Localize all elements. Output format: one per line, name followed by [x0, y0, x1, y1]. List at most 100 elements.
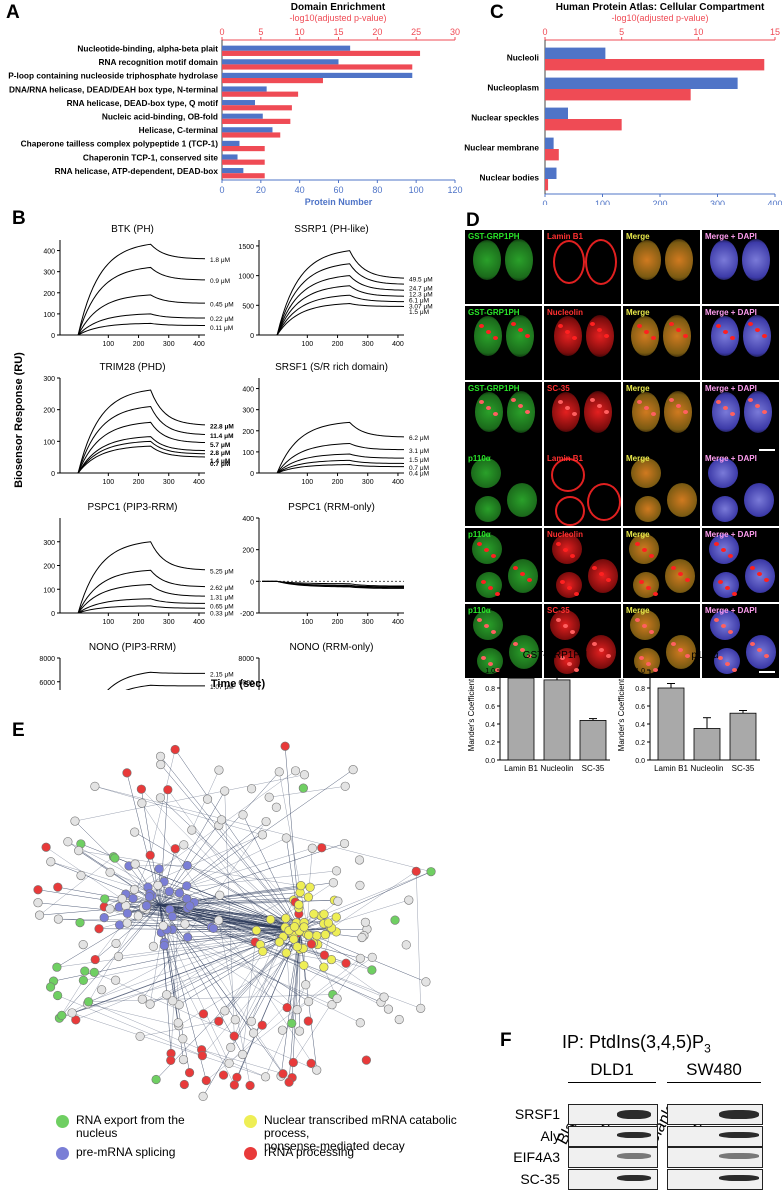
y-tick-label: 0.2 [485, 740, 495, 747]
nuclear-spot [597, 404, 602, 408]
network-edge [125, 848, 313, 906]
network-edge [59, 892, 301, 1019]
network-node [281, 913, 291, 923]
network-edge [99, 928, 301, 931]
y-tick-label: 8000 [39, 656, 55, 663]
nuclear-spot [491, 630, 496, 634]
network-node [331, 912, 341, 922]
category-label: Helicase, C-terminal [139, 125, 218, 135]
network-node [145, 999, 155, 1009]
sensorgram-curve [63, 266, 206, 336]
sensorgram-title: PSPC1 (PIP3-RRM) [87, 502, 177, 513]
protein-band [719, 1153, 759, 1159]
network-node [328, 878, 338, 888]
manders-title: GST-GRP1PH [523, 650, 587, 661]
network-node [99, 913, 109, 923]
blot-strip [667, 1104, 763, 1125]
nuclear-spot [644, 406, 649, 410]
microscopy-tile: Merge + DAPI [702, 306, 779, 380]
nuclear-spot [646, 586, 651, 590]
y-tick-label: 0 [250, 471, 254, 478]
domain-enrichment-chart: Domain Enrichment-log10(adjusted p-value… [8, 2, 462, 205]
panel-label-e: E [12, 720, 25, 741]
legend-swatch [244, 1147, 257, 1160]
network-node [339, 838, 350, 849]
microscopy-tile: Merge [623, 528, 700, 602]
top-tick-label: 5 [258, 27, 263, 37]
network-edge [72, 1012, 266, 1078]
network-edge [159, 904, 284, 1074]
sensorgram-curve [262, 580, 405, 589]
sensorgram-curve [63, 598, 206, 614]
nuclear-spot [685, 654, 690, 658]
sensorgram-curve [63, 569, 206, 614]
nuclear-spot [520, 648, 525, 652]
network-node [129, 884, 139, 895]
manders-bar [579, 720, 607, 761]
nuclear-spot [730, 412, 735, 416]
nuclear-spot [599, 572, 604, 576]
protein-band [617, 1131, 651, 1138]
nuclear-spot [486, 330, 491, 334]
channel-label: Lamin B1 [547, 232, 584, 241]
network-node [390, 915, 400, 925]
network-edge [218, 929, 301, 1022]
sensorgram-curve [63, 436, 206, 474]
network-node [182, 860, 192, 871]
network-node [298, 783, 308, 793]
cell-nucleus [633, 240, 661, 280]
category-label: Chaperonin TCP-1, conserved site [83, 152, 218, 162]
network-edge [218, 920, 251, 1086]
cell-nucleus [666, 635, 696, 669]
network-node [320, 930, 330, 940]
bar-protein-number [222, 45, 351, 51]
network-node [166, 1055, 176, 1066]
legend-item: RNA export from the nucleus [56, 1114, 185, 1140]
network-node [394, 1014, 404, 1025]
blot-strip [568, 1125, 658, 1147]
x-tick-label: 200 [133, 479, 145, 486]
network-edge [74, 774, 305, 822]
network-node [287, 1018, 297, 1028]
blot-strip [667, 1125, 763, 1147]
category-label: Nucleolin [541, 764, 574, 773]
y-tick-label: 200 [43, 408, 55, 415]
bar-protein-number [222, 72, 413, 78]
nuclear-spot [556, 618, 561, 622]
y-tick-label: 400 [43, 249, 55, 256]
network-edge [164, 929, 301, 946]
nuclear-spot [518, 328, 523, 332]
cell-nucleus [553, 240, 585, 284]
nuclear-spot [590, 398, 595, 402]
network-node [78, 975, 88, 985]
cell-nucleus [665, 559, 695, 593]
y-tick-label: 100 [242, 450, 254, 457]
microscopy-tile: Lamin B1 [544, 452, 621, 526]
channel-label: Merge + DAPI [705, 530, 757, 539]
network-node [277, 1025, 288, 1035]
microscopy-tile: p110α [465, 452, 542, 526]
nuclear-spot [481, 580, 486, 584]
network-node [290, 766, 301, 776]
network-edge [125, 770, 296, 895]
microscopy-row: p110α Nucleolin Merge Merge + DAPI [465, 528, 779, 602]
nuclear-spot [590, 322, 595, 326]
category-label: Nucleoplasm [487, 83, 539, 93]
network-node [294, 1026, 305, 1036]
network-node [355, 880, 365, 891]
nuclear-spot [604, 334, 609, 338]
channel-label: Merge + DAPI [705, 308, 757, 317]
y-tick-label: 0 [51, 611, 55, 618]
network-node [111, 975, 121, 985]
x-tick-label: 100 [102, 341, 114, 348]
network-node [260, 1072, 271, 1082]
cell-nucleus [473, 240, 501, 280]
network-edge [160, 797, 301, 931]
chart-title: Human Protein Atlas: Cellular Compartmen… [556, 2, 765, 13]
network-edge [87, 1003, 179, 1026]
concentration-label: 1.07 μM [210, 684, 234, 690]
legend-line: rRNA processing [264, 1145, 355, 1159]
nuclear-spot [757, 572, 762, 576]
cell-nucleus [471, 458, 501, 488]
network-edge [159, 771, 280, 906]
